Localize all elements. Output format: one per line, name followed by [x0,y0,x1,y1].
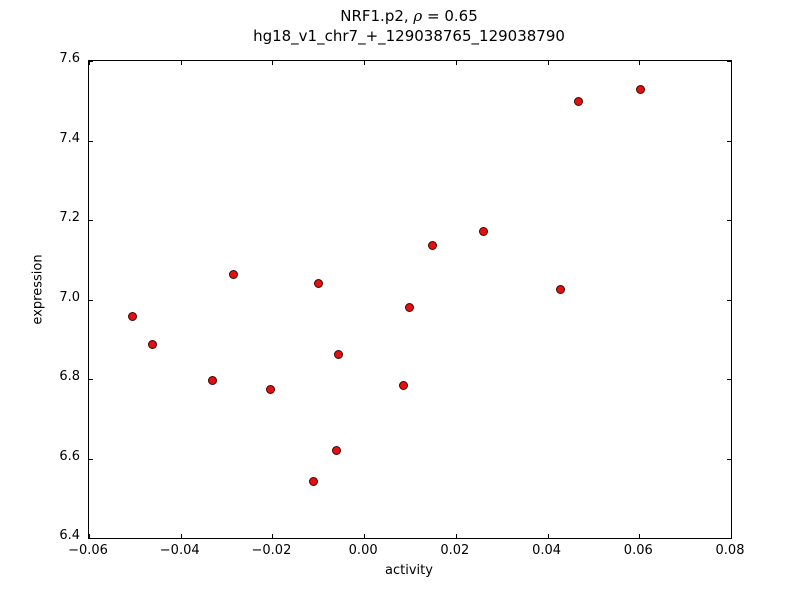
y-axis-tick-right [727,220,732,221]
x-axis-label: activity [385,563,433,578]
x-axis-tick-label: 0.00 [348,543,378,558]
y-axis-tick [88,458,93,460]
data-point [556,285,566,295]
data-point [635,84,645,94]
data-point [127,312,137,322]
y-axis-tick [88,379,93,380]
chart-title: NRF1.p2, ρ = 0.65 hg18_v1_chr7_+_1290387… [88,6,730,46]
data-point [207,375,217,385]
chart-title-rho-value: = 0.65 [422,7,478,25]
y-axis-tick [88,299,93,301]
x-axis-tick-top [364,60,366,65]
x-axis-tick [272,534,274,539]
x-axis-tick-top [455,60,457,65]
x-axis-tick [364,534,366,539]
x-axis-tick-label: 0.04 [532,543,562,558]
data-point [314,279,324,289]
y-axis-label: expression [30,254,46,325]
y-axis-tick-right [727,538,732,539]
x-axis-tick-label: −0.06 [68,543,108,558]
y-axis-tick-right [727,379,732,380]
x-axis-tick [455,534,457,539]
data-point [265,384,275,394]
x-axis-tick-top [180,60,182,65]
y-axis-tick [88,538,93,539]
x-axis-tick-label: −0.04 [159,543,200,558]
x-axis-tick [639,534,641,539]
x-axis-tick-label: 0.08 [715,543,745,558]
data-point [573,96,583,106]
plot-data-area [89,61,731,538]
x-axis-tick [180,534,182,539]
data-point [229,269,239,279]
y-axis-tick [88,140,93,142]
x-axis-tick-top [731,60,732,65]
x-axis-tick [731,534,732,539]
data-point [333,349,343,359]
x-axis-tick-label: −0.02 [251,543,292,558]
y-axis-tick-right [727,299,732,301]
chart-title-line-1: NRF1.p2, ρ = 0.65 [88,6,730,26]
x-axis-tick-top [272,60,274,65]
y-axis-tick-right [727,140,732,142]
data-point [478,226,488,236]
y-axis-tick-right [727,458,732,460]
data-point [399,381,409,391]
x-axis-tick-top [639,60,641,65]
data-point [331,445,341,455]
chart-title-prefix: NRF1.p2, [340,7,414,25]
chart-title-line-2: hg18_v1_chr7_+_129038765_129038790 [253,27,565,45]
y-axis-tick [88,220,93,221]
data-point [148,339,158,349]
plot-axes-frame [88,60,732,539]
data-point [405,303,415,313]
x-axis-tick-label: 0.02 [440,543,470,558]
x-axis-tick-top [547,60,549,65]
x-axis-tick [547,534,549,539]
x-axis-tick [89,534,90,539]
data-point [427,240,437,250]
x-axis-tick-top [89,60,90,65]
rho-symbol: ρ [413,7,423,25]
y-axis-tick [88,61,93,62]
data-point [308,477,318,487]
y-axis-tick-right [727,61,732,62]
x-axis-tick-label: 0.06 [623,543,653,558]
